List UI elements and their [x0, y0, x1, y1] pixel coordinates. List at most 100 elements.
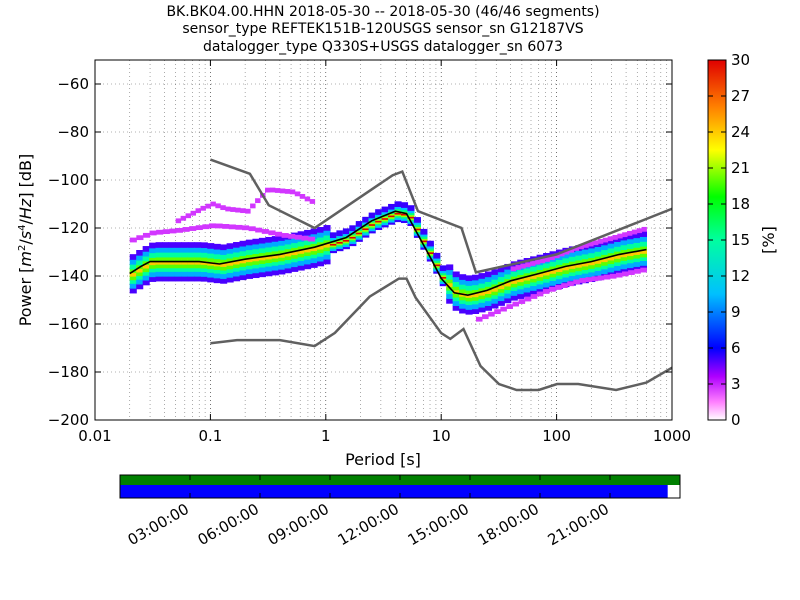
- y-label-part: /: [16, 239, 35, 245]
- psd-outlier-bin: [169, 228, 177, 234]
- psd-bin: [530, 276, 538, 283]
- psd-bin: [510, 274, 518, 281]
- psd-bin: [549, 264, 557, 271]
- psd-bin: [194, 246, 202, 253]
- psd-bin: [633, 261, 641, 267]
- psd-bin: [233, 258, 241, 265]
- psd-bin: [523, 286, 531, 293]
- psd-bin: [536, 275, 544, 281]
- psd-bin: [568, 275, 576, 281]
- psd-bin: [568, 270, 576, 277]
- psd-bin: [478, 286, 486, 292]
- psd-bin: [536, 271, 544, 278]
- psd-bin: [472, 308, 480, 314]
- psd-outlier-bin: [568, 247, 575, 253]
- psd-bin: [271, 260, 279, 266]
- y-label-part: Hz: [16, 198, 35, 219]
- psd-bin: [168, 255, 176, 262]
- psd-bin: [588, 271, 596, 278]
- psd-bin: [581, 253, 589, 260]
- psd-bin: [459, 279, 467, 285]
- psd-outlier-bin: [500, 306, 507, 312]
- psd-bin: [239, 269, 247, 276]
- psd-bin: [523, 274, 531, 281]
- psd-bin: [136, 278, 144, 285]
- psd-bin: [562, 271, 570, 278]
- psd-outlier-bin: [520, 263, 526, 269]
- psd-bin: [484, 300, 493, 306]
- psd-bin: [510, 285, 518, 292]
- psd-bin: [291, 266, 299, 272]
- psd-bin: [639, 255, 647, 261]
- psd-bin: [304, 263, 312, 270]
- psd-bin: [291, 237, 299, 244]
- psd-bin: [465, 288, 473, 295]
- psd-bin: [213, 277, 221, 284]
- x-axis-label: Period [s]: [345, 450, 421, 469]
- psd-bin: [142, 266, 150, 273]
- psd-bin: [639, 231, 647, 237]
- psd-bin: [304, 258, 312, 265]
- psd-bin: [252, 238, 260, 245]
- psd-bin: [129, 278, 137, 284]
- psd-bin: [291, 261, 299, 268]
- psd-bin: [472, 287, 480, 294]
- psd-bin: [607, 266, 615, 273]
- psd-bin: [129, 270, 137, 277]
- psd-bin: [614, 260, 622, 266]
- psd-bin: [129, 263, 137, 270]
- colorbar-tick-label: 9: [731, 303, 741, 321]
- psd-bin: [497, 283, 505, 290]
- psd-outlier-bin: [225, 206, 231, 212]
- psd-bin: [517, 293, 525, 299]
- psd-bin: [310, 245, 318, 252]
- psd-bin: [504, 263, 512, 270]
- psd-bin: [291, 253, 299, 259]
- psd-bin: [162, 262, 170, 269]
- psd-bin: [426, 240, 434, 247]
- psd-bin: [271, 264, 279, 271]
- psd-bin: [233, 246, 241, 253]
- psd-bin: [317, 231, 325, 238]
- psd-outlier-bin: [631, 229, 638, 235]
- psd-bin: [452, 305, 460, 311]
- psd-bin: [129, 267, 137, 274]
- psd-bin: [207, 247, 215, 254]
- psd-bin: [633, 237, 641, 243]
- psd-bin: [181, 251, 189, 258]
- psd-bin: [523, 278, 531, 285]
- psd-outlier-bin: [615, 272, 623, 278]
- psd-bin: [620, 263, 628, 270]
- psd-bin: [252, 243, 260, 250]
- psd-outlier-bin: [573, 279, 580, 285]
- psd-bin: [142, 270, 150, 276]
- psd-bin: [239, 245, 247, 252]
- psd-bin: [323, 234, 331, 241]
- psd-bin: [278, 248, 286, 255]
- psd-bin: [562, 276, 570, 283]
- psd-bin: [155, 275, 163, 282]
- psd-bin: [304, 239, 312, 246]
- high-noise-model-line: [209, 158, 672, 274]
- psd-outlier-bin: [561, 283, 568, 288]
- psd-outlier-bin: [274, 188, 281, 193]
- psd-outlier-bin: [205, 203, 211, 209]
- psd-bin: [226, 272, 234, 278]
- psd-bin: [575, 254, 583, 261]
- psd-outlier-bin: [640, 267, 647, 273]
- psd-outlier-bin: [536, 291, 544, 297]
- y-tick-label: −80: [57, 123, 89, 141]
- psd-bin: [633, 249, 641, 255]
- psd-bin: [601, 260, 609, 266]
- psd-bin: [620, 255, 628, 261]
- psd-bin: [478, 293, 486, 300]
- psd-bin: [446, 269, 454, 275]
- psd-bin: [181, 266, 189, 272]
- psd-bin: [472, 279, 480, 286]
- y-tick-label: −120: [48, 219, 89, 237]
- x-tick-label: 1: [321, 427, 331, 445]
- psd-bin: [504, 292, 512, 299]
- psd-bin: [213, 267, 221, 274]
- psd-bin: [614, 265, 622, 271]
- psd-outlier-bin: [603, 274, 611, 280]
